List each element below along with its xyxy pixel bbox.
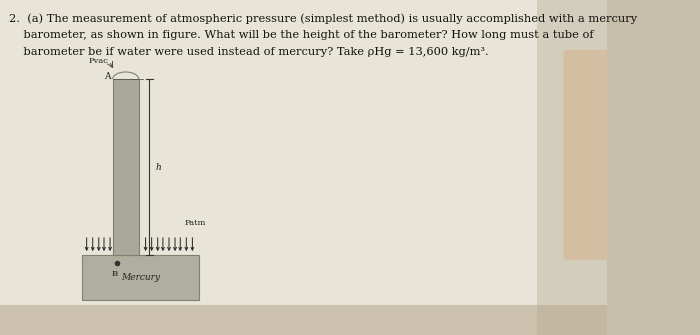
Bar [0,305,607,335]
Text: Pvac: Pvac [88,57,108,65]
Bar [113,79,139,255]
Bar [538,0,607,335]
Text: h: h [156,162,162,172]
Text: 2.  (a) The measurement of atmospheric pressure (simplest method) is usually acc: 2. (a) The measurement of atmospheric pr… [8,13,637,23]
Text: A: A [104,71,110,80]
Text: barometer be if water were used instead of mercury? Take ρHg = 13,600 kg/m³.: barometer be if water were used instead … [8,47,489,57]
Bar [83,255,200,300]
FancyBboxPatch shape [564,50,611,260]
Text: Patm: Patm [184,219,206,227]
Text: B: B [111,270,118,278]
Text: Mercury: Mercury [121,273,160,282]
Text: barometer, as shown in figure. What will be the height of the barometer? How lon: barometer, as shown in figure. What will… [8,30,594,40]
